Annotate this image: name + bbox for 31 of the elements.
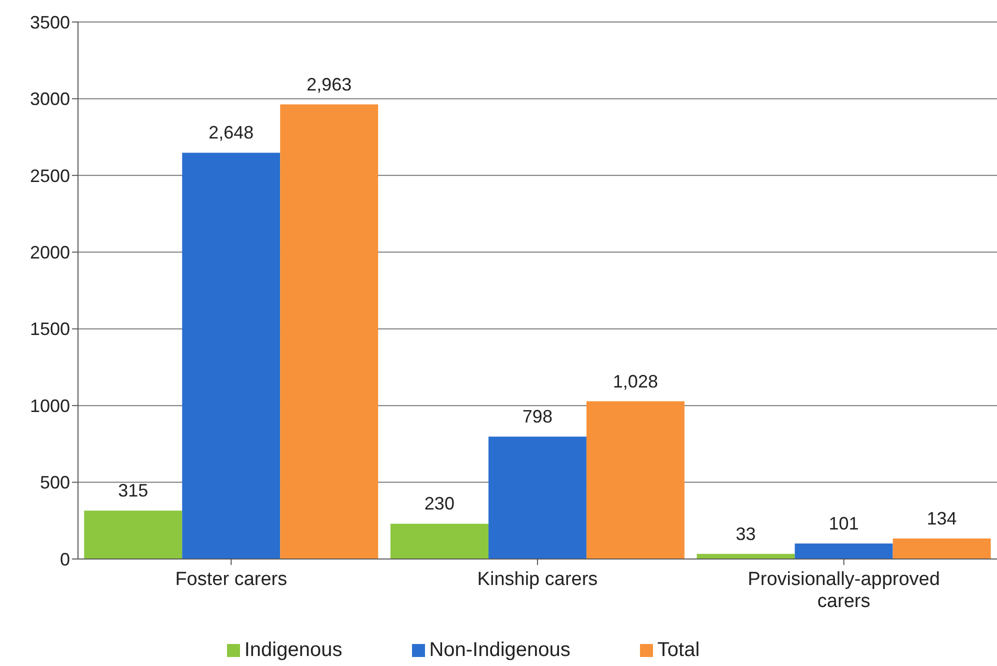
legend-label: Non-Indigenous <box>429 639 570 661</box>
data-label: 230 <box>424 494 454 514</box>
legend-label: Total <box>657 639 700 661</box>
data-label: 2,963 <box>306 74 352 94</box>
data-label: 315 <box>118 480 148 501</box>
y-tick-label: 3000 <box>30 89 70 110</box>
x-tick-label: Kinship carers <box>477 569 598 590</box>
bar <box>892 538 991 559</box>
bar <box>586 401 684 559</box>
bar <box>182 152 280 559</box>
x-tick-label: Provisionally-approved carers <box>748 569 940 612</box>
data-label: 798 <box>522 406 552 427</box>
y-tick-label: 3500 <box>30 12 70 32</box>
y-tick-label: 1500 <box>30 319 70 340</box>
y-tick-label: 500 <box>40 472 70 493</box>
data-label: 134 <box>926 508 957 528</box>
bar <box>794 544 893 559</box>
x-tick-label: Foster carers <box>175 569 288 590</box>
bar <box>84 510 182 559</box>
bar <box>280 104 378 559</box>
data-label: 101 <box>828 514 859 534</box>
y-tick-label: 2500 <box>30 166 70 186</box>
legend-label: Indigenous <box>244 639 342 661</box>
y-tick-label: 1000 <box>30 396 70 416</box>
data-label: 2,648 <box>208 122 254 143</box>
bar <box>488 436 586 559</box>
data-label: 1,028 <box>612 371 658 392</box>
y-tick-label: 0 <box>60 549 70 570</box>
bar <box>390 524 488 559</box>
y-tick-label: 2000 <box>30 242 70 263</box>
data-label: 33 <box>736 524 756 544</box>
